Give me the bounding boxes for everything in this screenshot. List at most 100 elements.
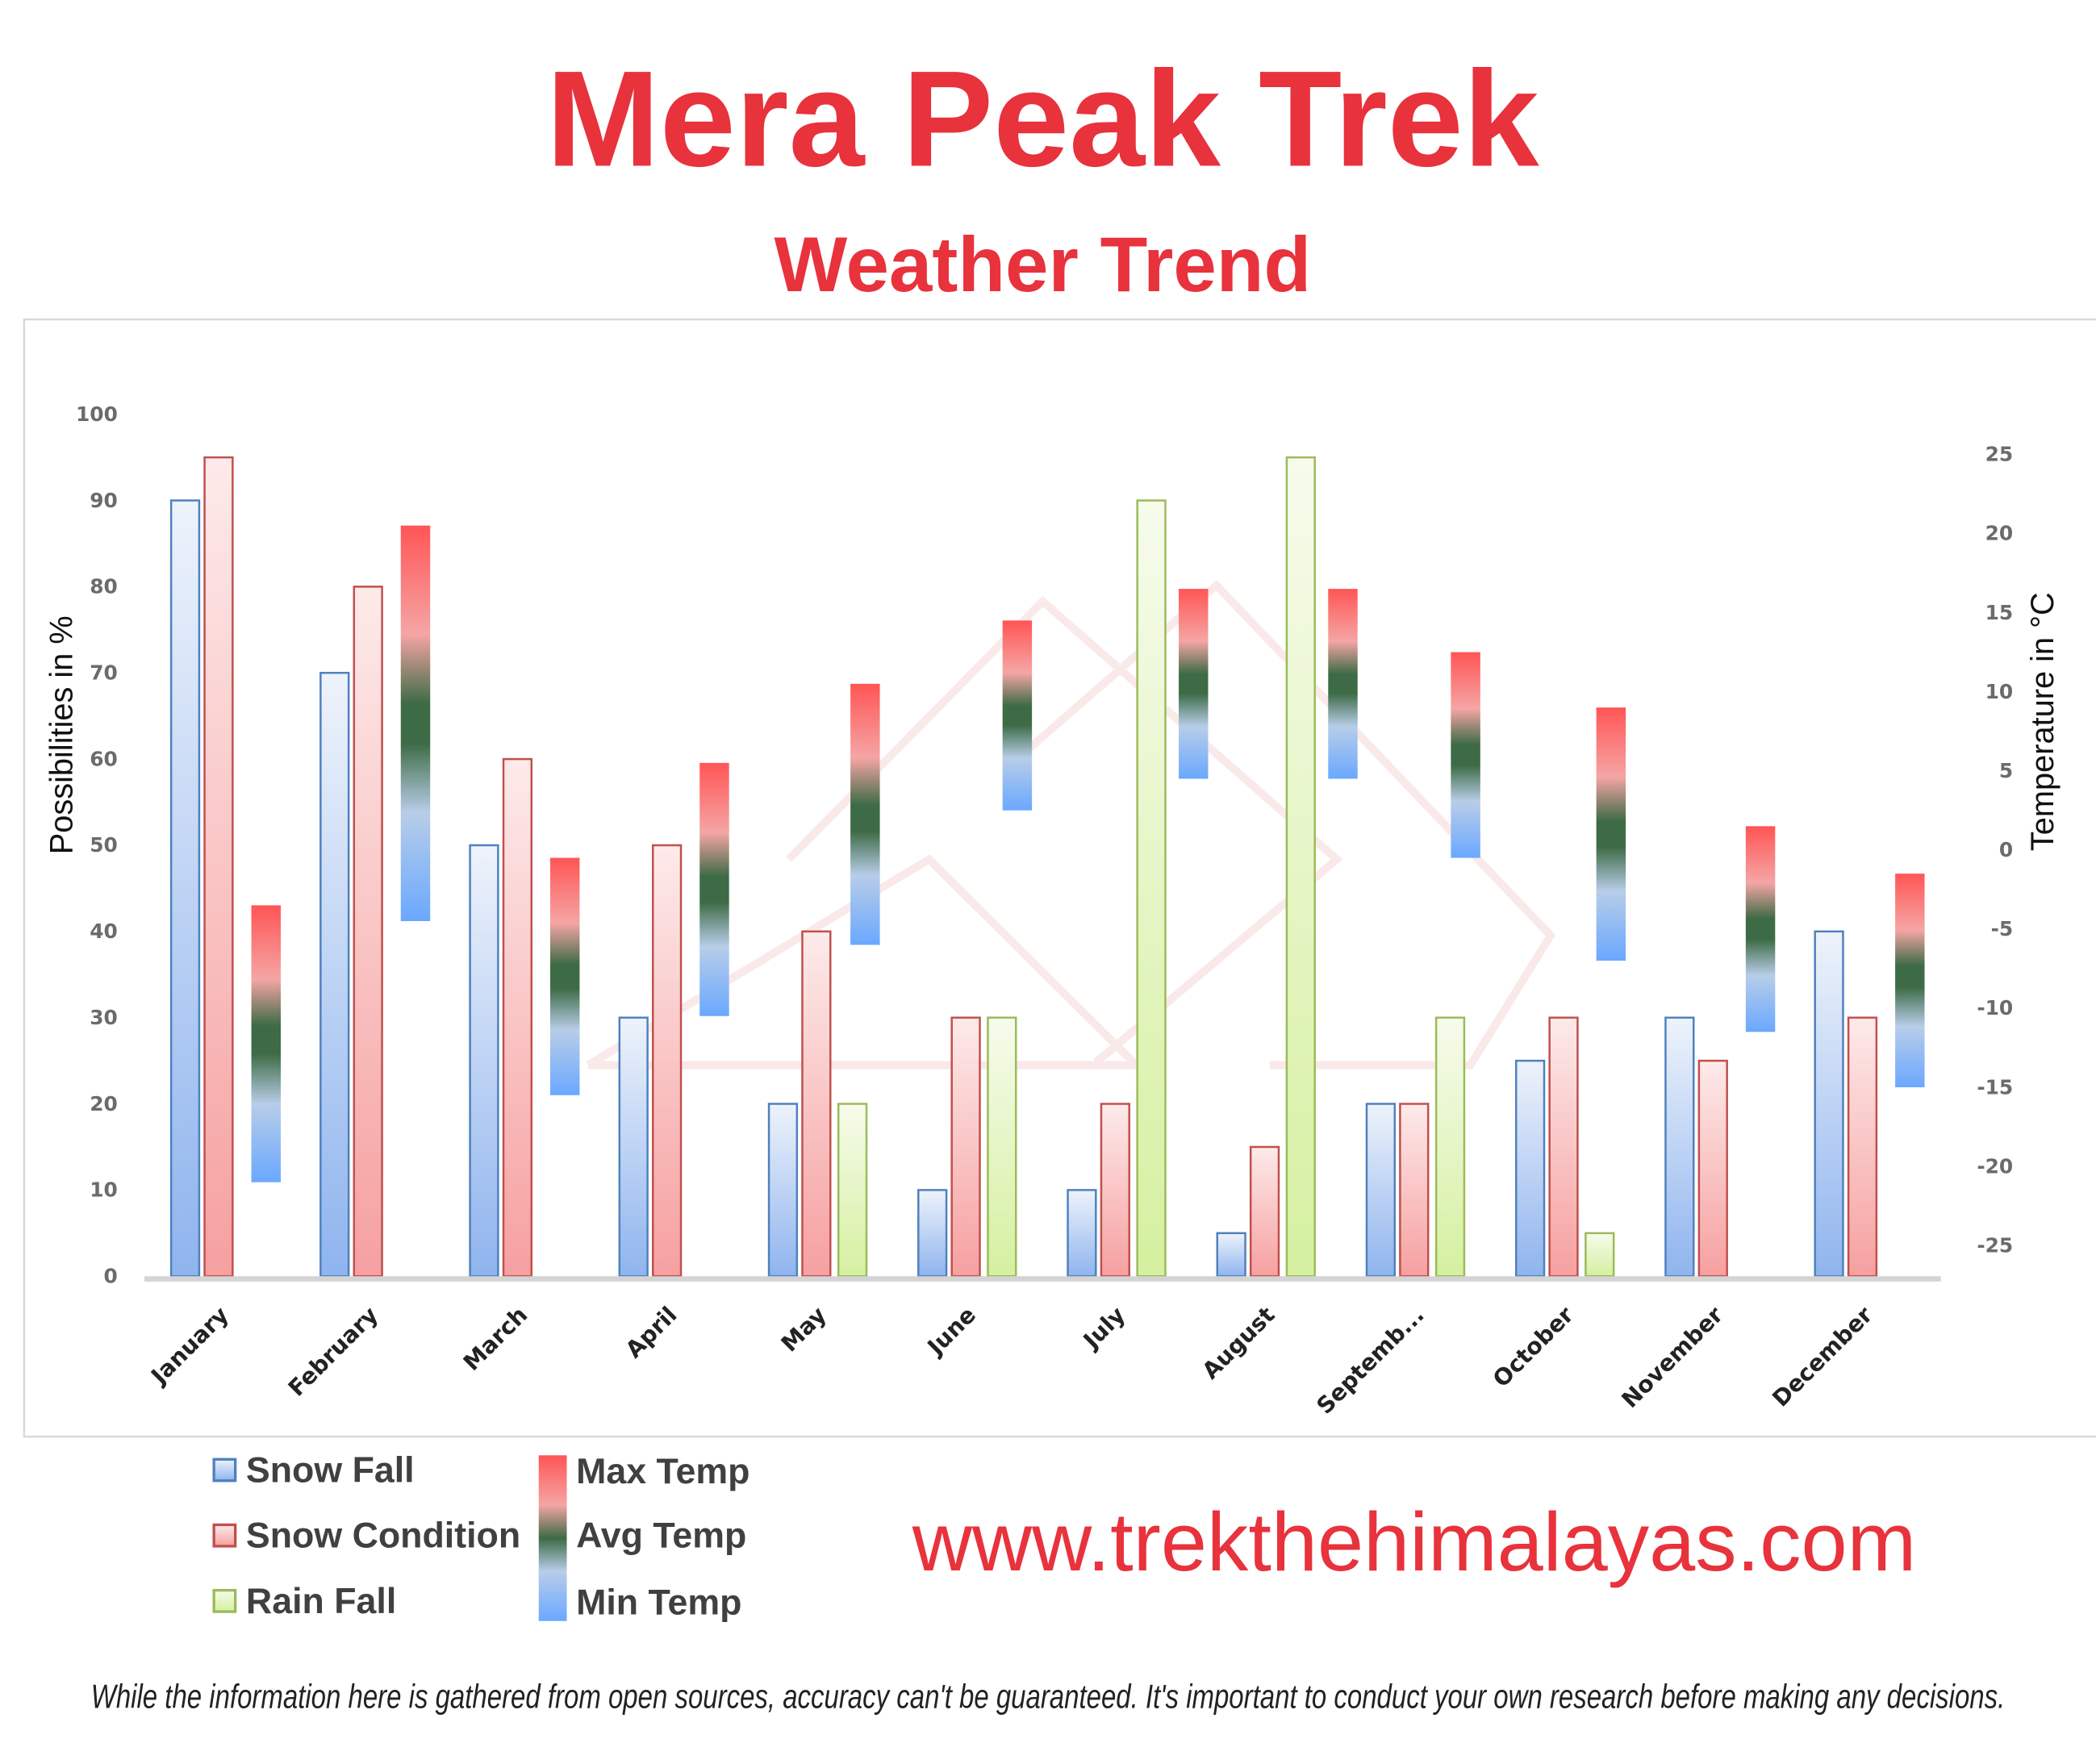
bar-snow-condition xyxy=(1249,1145,1280,1278)
bar-snow-condition xyxy=(652,844,683,1278)
bar-snow-fall xyxy=(1067,1189,1097,1278)
y2-tick-label: -10 xyxy=(1977,996,2013,1020)
bar-rain-fall xyxy=(1136,499,1167,1278)
temperature-range-bar xyxy=(251,905,281,1182)
y-tick-label: 100 xyxy=(76,402,118,426)
bar-rain-fall xyxy=(1434,1016,1466,1278)
y-tick-label: 30 xyxy=(90,1006,118,1029)
x-tick-label: May xyxy=(776,1302,832,1357)
y2-tick-label: -25 xyxy=(1977,1233,2013,1257)
bar-snow-condition xyxy=(353,586,383,1278)
temperature-range-bar xyxy=(400,525,431,922)
y2-axis-ticks: -25 -20 -15 -10 -5 0 5 10 15 20 25 xyxy=(1977,443,2013,1257)
legend-label-avg-temp: Avg Temp xyxy=(576,1516,746,1556)
y2-tick-label: 15 xyxy=(1985,601,2014,624)
y2-tick-label: -5 xyxy=(1991,917,2014,940)
bar-rain-fall xyxy=(1585,1232,1615,1278)
x-tick-label: February xyxy=(283,1302,383,1402)
temperature-range-bar xyxy=(850,683,880,945)
y2-axis-title: Temperature in °C xyxy=(2025,592,2061,851)
x-tick-label: October xyxy=(1488,1302,1579,1393)
website-url[interactable]: www.trekthehimalayas.com xyxy=(912,1495,1916,1588)
y2-tick-label: 0 xyxy=(1999,838,2013,861)
legend-label-rain-fall: Rain Fall xyxy=(246,1582,396,1621)
temperature-range-bar xyxy=(550,857,580,1095)
bar-snow-condition xyxy=(1697,1059,1728,1278)
bar-snow-condition xyxy=(203,456,234,1278)
bar-rain-fall xyxy=(987,1016,1017,1278)
page-subtitle: Weather Trend xyxy=(775,222,1312,308)
bar-rain-fall xyxy=(1285,456,1316,1278)
temperature-range-bar xyxy=(699,762,729,1016)
legend-swatch-temperature xyxy=(538,1455,567,1621)
bar-snow-condition xyxy=(1399,1103,1430,1278)
legend-label-max-temp: Max Temp xyxy=(576,1452,749,1491)
bar-snow-condition xyxy=(801,930,832,1278)
bar-snow-fall xyxy=(917,1189,948,1278)
y2-tick-label: 25 xyxy=(1985,443,2014,466)
legend: Snow Fall Snow Condition Rain Fall Max T… xyxy=(212,1450,750,1622)
y-tick-label: 60 xyxy=(90,747,118,770)
y-axis-ticks: 0 10 20 30 40 50 60 70 80 90 100 xyxy=(76,402,118,1288)
x-tick-label: June xyxy=(921,1302,981,1362)
legend-label-snow-condition: Snow Condition xyxy=(246,1516,520,1556)
y-axis-title: Possibilities in % xyxy=(44,615,80,854)
temperature-range-bar xyxy=(1451,652,1480,858)
y-tick-label: 0 xyxy=(104,1265,118,1288)
temperature-range-bar xyxy=(1895,874,1925,1087)
legend-label-min-temp: Min Temp xyxy=(576,1583,741,1622)
y2-tick-label: 5 xyxy=(1999,759,2013,782)
bar-snow-fall xyxy=(1814,930,1844,1278)
bar-snow-condition xyxy=(1548,1016,1579,1278)
bar-snow-fall xyxy=(169,499,201,1278)
y2-tick-label: 10 xyxy=(1985,680,2014,703)
bar-snow-fall xyxy=(1365,1103,1397,1278)
temperature-range-bar xyxy=(1328,589,1358,779)
legend-swatch-snow-condition xyxy=(212,1523,237,1548)
x-tick-label: August xyxy=(1197,1302,1280,1385)
bar-snow-condition xyxy=(1847,1016,1878,1278)
y-tick-label: 80 xyxy=(90,575,118,598)
temperature-range-bar xyxy=(1596,707,1626,961)
x-tick-label: Septemb... xyxy=(1312,1302,1430,1420)
legend-label-snow-fall: Snow Fall xyxy=(246,1450,415,1490)
y-tick-label: 70 xyxy=(90,661,118,684)
bar-snow-condition xyxy=(950,1016,981,1278)
y-tick-label: 50 xyxy=(90,833,118,857)
bar-snow-fall xyxy=(319,671,350,1278)
x-tick-label: March xyxy=(458,1302,532,1376)
x-tick-label: April xyxy=(620,1302,682,1363)
x-tick-label: November xyxy=(1617,1302,1729,1414)
legend-swatch-rain-fall xyxy=(212,1588,237,1613)
temperature-range-bar xyxy=(1745,826,1776,1032)
y2-tick-label: -15 xyxy=(1977,1075,2013,1099)
y2-tick-label: -20 xyxy=(1977,1154,2013,1178)
y-tick-label: 40 xyxy=(90,920,118,943)
bar-snow-fall xyxy=(1216,1232,1246,1278)
bar-snow-fall xyxy=(469,844,499,1278)
bar-snow-condition xyxy=(1100,1103,1130,1278)
y2-tick-label: 20 xyxy=(1985,522,2014,545)
y-tick-label: 20 xyxy=(90,1092,118,1116)
temperature-range-bar xyxy=(1002,620,1033,811)
x-axis-labels: January February March April May June July Augu… xyxy=(145,1302,1878,1420)
bar-snow-fall xyxy=(1664,1016,1695,1278)
bar-snow-fall xyxy=(618,1016,649,1278)
x-tick-label: December xyxy=(1767,1302,1877,1412)
x-tick-label: July xyxy=(1077,1302,1130,1355)
x-tick-label: January xyxy=(145,1302,234,1391)
legend-swatch-snow-fall xyxy=(212,1457,237,1483)
y-tick-label: 90 xyxy=(90,489,118,512)
bar-snow-fall xyxy=(767,1103,799,1278)
chart-frame xyxy=(23,318,2096,1438)
bar-snow-condition xyxy=(502,757,533,1278)
disclaimer: While the information here is gathered f… xyxy=(91,1678,2006,1715)
y-tick-label: 10 xyxy=(90,1178,118,1202)
bar-snow-fall xyxy=(1514,1059,1546,1278)
bars xyxy=(169,456,1925,1278)
temperature-range-bar xyxy=(1179,589,1209,779)
watermark-logo xyxy=(586,579,1556,1070)
bar-rain-fall xyxy=(837,1103,868,1278)
page-title: Mera Peak Trek xyxy=(546,42,1540,194)
